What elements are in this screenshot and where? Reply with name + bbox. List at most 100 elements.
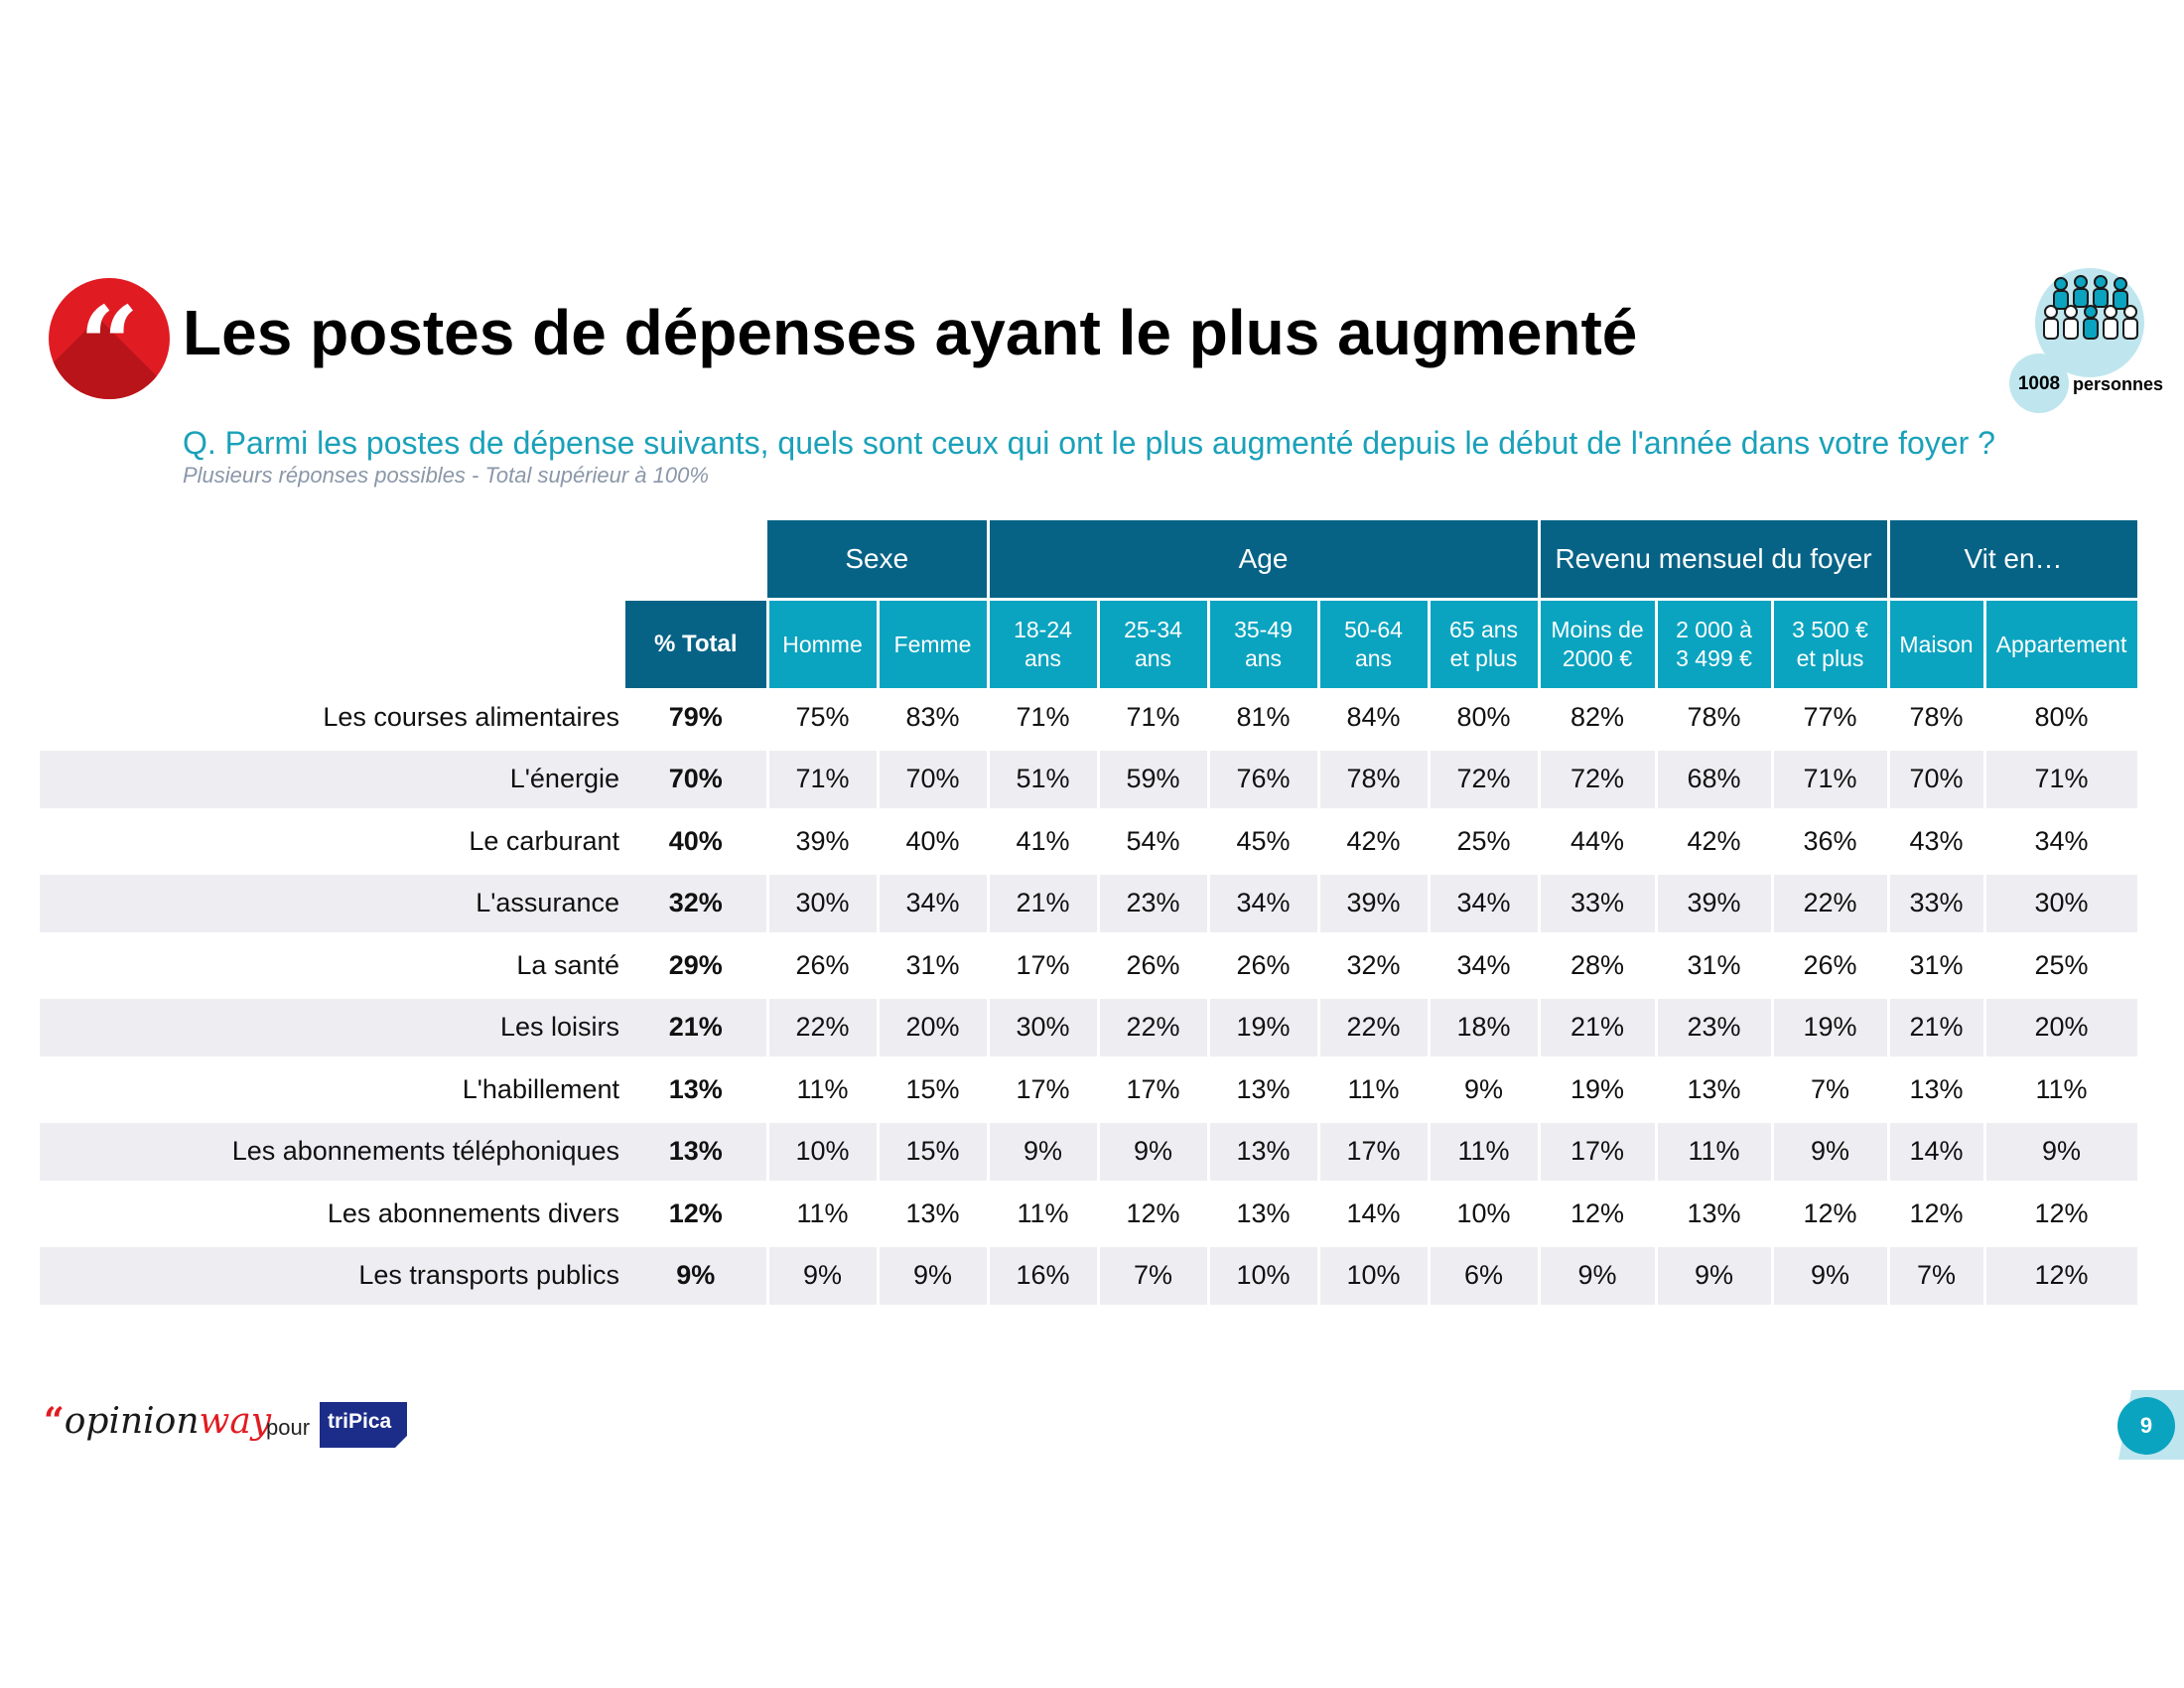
survey-question: Q. Parmi les postes de dépense suivants,… (183, 425, 1995, 461)
column-header-line: ans (1024, 645, 1062, 671)
cell-value: 9% (1984, 1120, 2140, 1185)
cell-value: 22% (767, 996, 880, 1060)
group-header: Sexe (767, 520, 990, 600)
cell-value: 82% (1539, 688, 1658, 751)
cell-value: 51% (988, 748, 1100, 812)
table-row: Les abonnements divers 12% 11% 13% 11% 12% 13%… (40, 1183, 2140, 1247)
cell-value: 14% (1318, 1183, 1431, 1247)
total-value: 13% (625, 1120, 769, 1185)
table-row: La santé 29% 26% 31% 17% 26% 26% 32% 34% 28% 31% 26… (40, 934, 2140, 999)
row-label: L'assurance (40, 872, 625, 936)
cell-value: 9% (1429, 1058, 1541, 1123)
total-value: 12% (625, 1183, 769, 1247)
total-value: 70% (625, 748, 769, 812)
cell-value: 34% (878, 872, 990, 936)
cell-value: 10% (1429, 1183, 1541, 1247)
cell-value: 36% (1772, 810, 1890, 875)
results-table: Sexe Age Revenu mensuel du foyer Vit en…% T… (40, 520, 2140, 1309)
cell-value: 31% (878, 934, 990, 999)
cell-value: 10% (1208, 1244, 1320, 1309)
cell-value: 22% (1098, 996, 1210, 1060)
cell-value: 26% (1208, 934, 1320, 999)
cell-value: 33% (1888, 872, 1986, 936)
response-note: Plusieurs réponses possibles - Total sup… (183, 463, 709, 488)
cell-value: 16% (988, 1244, 1100, 1309)
column-header-line: Homme (782, 631, 863, 657)
row-label: Les abonnements divers (40, 1183, 625, 1247)
cell-value: 34% (1984, 810, 2140, 875)
column-header-line: 50-64 (1344, 617, 1403, 642)
cell-value: 71% (1984, 748, 2140, 812)
column-header-line: 25-34 (1124, 617, 1182, 642)
total-value: 40% (625, 810, 769, 875)
cell-value: 9% (878, 1244, 990, 1309)
opinionway-logo: “opinionway (44, 1400, 272, 1442)
header-spacer (40, 520, 767, 600)
cell-value: 21% (1888, 996, 1986, 1060)
sample-count: 1008 (2017, 373, 2061, 394)
cell-value: 78% (1656, 688, 1774, 751)
column-header: 25-34 ans (1098, 598, 1210, 688)
header-spacer (40, 600, 625, 689)
cell-value: 26% (1772, 934, 1890, 999)
cell-value: 31% (1888, 934, 1986, 999)
cell-value: 43% (1888, 810, 1986, 875)
cell-value: 19% (1208, 996, 1320, 1060)
cell-value: 11% (767, 1058, 880, 1123)
cell-value: 30% (1984, 872, 2140, 936)
cell-value: 34% (1208, 872, 1320, 936)
cell-value: 12% (1888, 1183, 1986, 1247)
total-value: 29% (625, 934, 769, 999)
column-header: 18-24 ans (988, 598, 1100, 688)
total-value: 9% (625, 1244, 769, 1309)
cell-value: 33% (1539, 872, 1658, 936)
cell-value: 17% (1318, 1120, 1431, 1185)
column-header: 2 000 à 3 499 € (1656, 598, 1774, 688)
pour-label: pour (266, 1415, 311, 1440)
cell-value: 30% (767, 872, 880, 936)
cell-value: 25% (1429, 810, 1541, 875)
cell-value: 39% (1656, 872, 1774, 936)
column-header-line: 2000 € (1562, 645, 1633, 671)
cell-value: 41% (988, 810, 1100, 875)
row-label: Les courses alimentaires (40, 688, 625, 751)
cell-value: 22% (1772, 872, 1890, 936)
tripica-logo: triPica (320, 1402, 408, 1449)
column-header-line: et plus (1449, 645, 1518, 671)
table-row: Le carburant 40% 39% 40% 41% 54% 45% 42% 25% 44% 4… (40, 810, 2140, 875)
column-header-line: 3 499 € (1676, 645, 1752, 671)
cell-value: 11% (1318, 1058, 1431, 1123)
column-header: 3 500 € et plus (1772, 598, 1890, 688)
cell-value: 42% (1318, 810, 1431, 875)
cell-value: 13% (1208, 1058, 1320, 1123)
cell-value: 32% (1318, 934, 1431, 999)
row-label: Le carburant (40, 810, 625, 875)
row-label: Les loisirs (40, 996, 625, 1060)
column-header-line: ans (1354, 645, 1393, 671)
column-header-line: 65 ans (1448, 617, 1519, 642)
cell-value: 12% (1984, 1244, 2140, 1309)
cell-value: 68% (1656, 748, 1774, 812)
column-header: Femme (878, 598, 990, 688)
cell-value: 14% (1888, 1120, 1986, 1185)
cell-value: 10% (767, 1120, 880, 1185)
cell-value: 13% (1656, 1183, 1774, 1247)
total-value: 79% (625, 688, 769, 751)
column-header: 50-64 ans (1318, 598, 1431, 688)
cell-value: 12% (1772, 1183, 1890, 1247)
cell-value: 45% (1208, 810, 1320, 875)
cell-value: 23% (1656, 996, 1774, 1060)
cell-value: 21% (988, 872, 1100, 936)
cell-value: 80% (1429, 688, 1541, 751)
cell-value: 11% (767, 1183, 880, 1247)
cell-value: 15% (878, 1058, 990, 1123)
sample-size-badge: 1008 personnes (2005, 268, 2164, 417)
column-header-line: Femme (893, 631, 972, 657)
cell-value: 71% (1772, 748, 1890, 812)
cell-value: 21% (1539, 996, 1658, 1060)
cell-value: 9% (988, 1120, 1100, 1185)
cell-value: 80% (1984, 688, 2140, 751)
cell-value: 84% (1318, 688, 1431, 751)
total-header: % Total (625, 598, 769, 688)
cell-value: 19% (1772, 996, 1890, 1060)
